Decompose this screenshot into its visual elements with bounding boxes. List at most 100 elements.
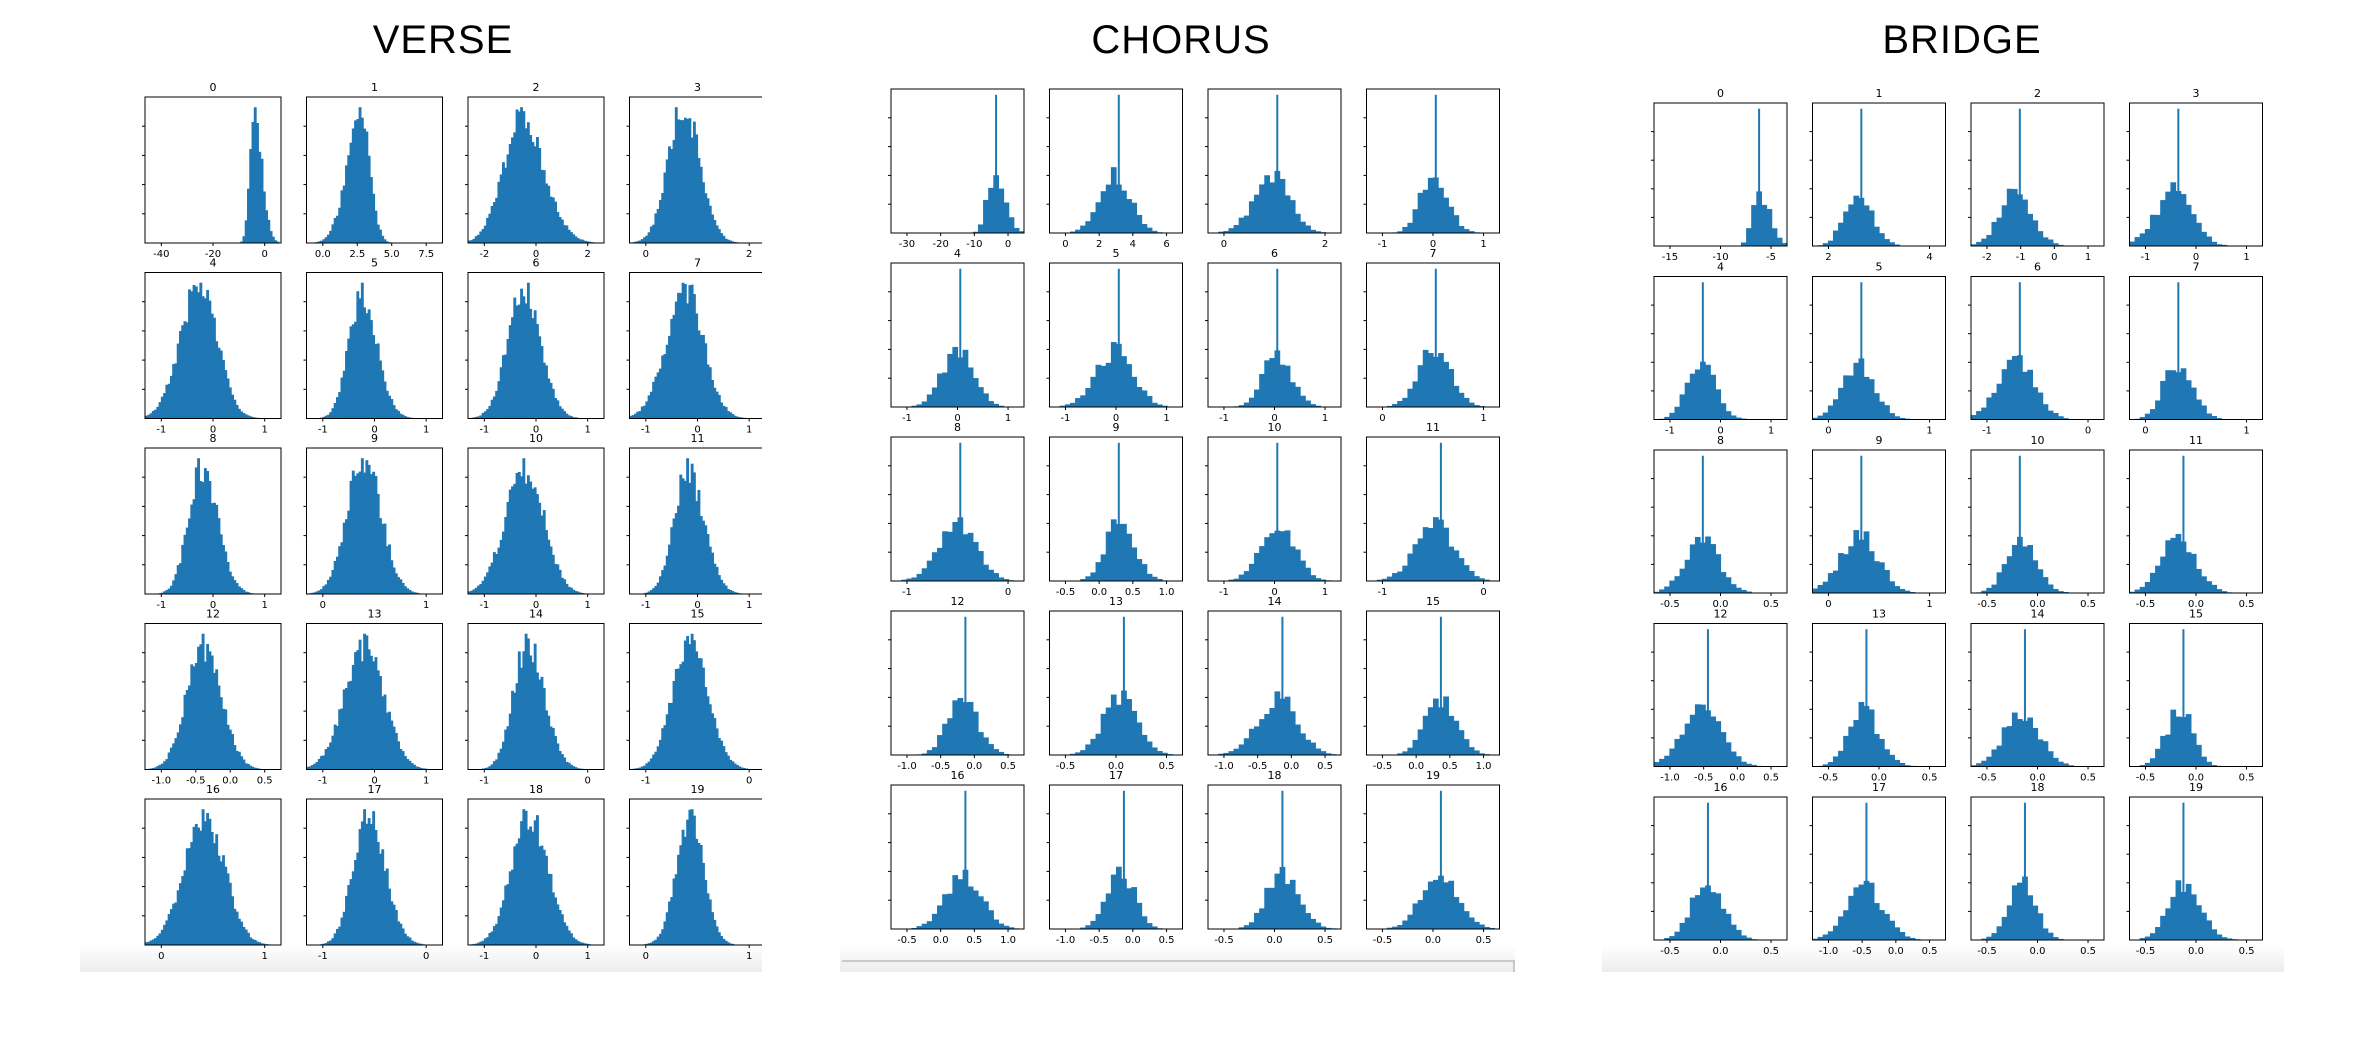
hist-bar	[192, 666, 196, 770]
hist-spike-bar	[1860, 282, 1863, 420]
hist-bars	[1971, 108, 2064, 246]
hist-bar	[668, 544, 671, 594]
subplot-7: 7-1 0 1	[626, 257, 762, 436]
hist-bar	[499, 748, 503, 770]
hist-bar	[1889, 242, 1895, 246]
hist-bar	[551, 197, 555, 243]
hist-bar	[536, 815, 539, 945]
hist-bar	[1300, 904, 1306, 929]
hist-bar	[1879, 233, 1885, 246]
hist-bar	[188, 848, 191, 945]
subplot-16: 16-0.5 0.0 0.5 1.0	[888, 769, 1025, 946]
hist-bar	[2216, 418, 2223, 420]
hist-bar	[1761, 204, 1768, 246]
hist-spike-bar	[1434, 94, 1437, 233]
hist-bar	[1858, 539, 1865, 593]
hist-bar	[495, 197, 499, 243]
hist-bar	[1684, 917, 1691, 940]
hist-bar	[1300, 395, 1306, 407]
hist-bar	[1422, 349, 1429, 407]
hist-bar	[670, 897, 674, 945]
hist-bar	[520, 667, 523, 770]
x-tick-label: -1	[2016, 252, 2026, 263]
hist-bar	[169, 747, 173, 770]
hist-bar	[1105, 893, 1112, 929]
hist-bar	[565, 761, 569, 770]
hist-spike-bar	[1758, 108, 1761, 246]
hist-bar	[526, 122, 530, 243]
hist-bar	[2052, 937, 2059, 940]
hist-bar	[524, 810, 528, 945]
subplot-6: 6-1 0 1	[1205, 247, 1342, 424]
hist-bar	[1427, 707, 1434, 755]
x-tick-label: 1.0	[1476, 761, 1492, 772]
hist-bar	[388, 395, 391, 419]
hist-bar	[190, 291, 194, 419]
hist-bar	[244, 414, 248, 419]
x-tick-label: 2	[746, 249, 752, 260]
x-tick-label: 0	[1379, 413, 1385, 424]
hist-bar	[1848, 726, 1855, 767]
hist-bar	[560, 754, 564, 770]
hist-bar	[2001, 369, 2008, 420]
hist-bar	[558, 569, 562, 594]
hist-bar	[185, 848, 189, 945]
hist-bar	[1868, 551, 1875, 593]
hist-bar	[551, 554, 555, 594]
hist-bar	[340, 917, 344, 945]
hist-bar	[1884, 569, 1890, 593]
x-tick-label: 1	[584, 951, 590, 962]
hist-bar	[2047, 239, 2054, 246]
hist-bar	[957, 697, 964, 755]
x-tick-label: -0.5	[1089, 935, 1109, 946]
hist-bar	[481, 229, 485, 243]
hist-bar	[219, 861, 223, 945]
x-tick-label: 0.0	[1729, 773, 1745, 784]
hist-bar	[160, 396, 164, 419]
hist-bar	[1746, 591, 1752, 593]
hist-bar	[649, 942, 653, 945]
hist-bar	[702, 182, 705, 243]
hist-bar	[1705, 885, 1711, 940]
panel-title-chorus: CHORUS	[1091, 18, 1271, 62]
x-tick-label: -1.0	[1819, 946, 1839, 957]
hist-bar	[1463, 739, 1470, 755]
hist-bar	[511, 869, 514, 945]
hist-bar	[1746, 937, 1752, 940]
hist-bar	[1715, 721, 1722, 767]
x-tick-label: 1	[2085, 252, 2091, 263]
hist-bar	[486, 217, 489, 243]
hist-bar	[2211, 416, 2218, 420]
hist-bar	[738, 417, 742, 419]
hist-bar	[1218, 753, 1224, 755]
hist-bar	[340, 542, 344, 594]
hist-bar	[572, 589, 576, 594]
hist-bar	[338, 926, 342, 945]
hist-bar	[2206, 236, 2212, 246]
hist-bar	[379, 229, 382, 243]
hist-bar	[1392, 573, 1398, 581]
hist-bar	[1018, 231, 1025, 233]
hist-bar	[972, 541, 979, 581]
hist-bar	[1981, 590, 1987, 593]
hist-bar	[226, 378, 230, 419]
hist-bar	[222, 708, 225, 770]
hist-bar	[2155, 400, 2161, 420]
hist-bar	[1991, 749, 1998, 767]
hist-bar	[517, 471, 521, 594]
hist-bar	[663, 725, 667, 770]
hist-bar	[526, 638, 530, 770]
hist-bar	[972, 378, 979, 407]
hist-bar	[2196, 399, 2202, 420]
hist-bar	[1674, 576, 1681, 593]
hist-bar	[977, 551, 984, 581]
x-tick-label: 0.0	[966, 761, 982, 772]
hist-bar	[672, 518, 676, 594]
hist-bar	[181, 876, 185, 945]
hist-bars	[145, 809, 271, 945]
hist-bar	[1402, 565, 1409, 581]
hist-bar	[643, 237, 646, 243]
hist-bar	[345, 687, 348, 770]
subplot-frame	[1049, 784, 1183, 930]
hist-bar	[1284, 195, 1291, 233]
